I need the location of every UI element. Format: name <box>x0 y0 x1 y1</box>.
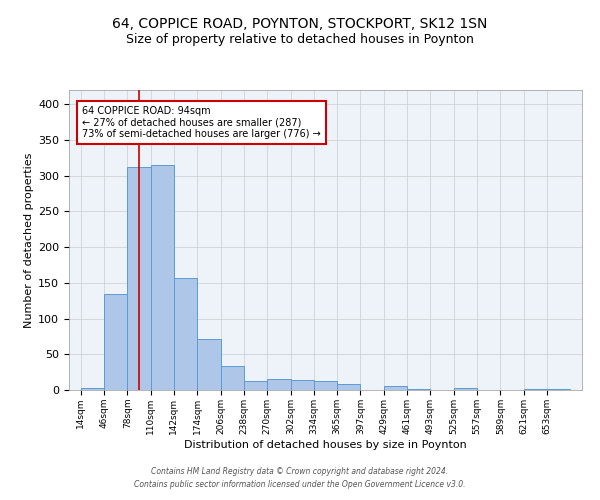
Bar <box>547 388 571 390</box>
Bar <box>151 165 174 390</box>
Bar <box>454 388 477 390</box>
Bar <box>221 366 244 390</box>
Bar <box>384 386 407 390</box>
X-axis label: Distribution of detached houses by size in Poynton: Distribution of detached houses by size … <box>184 440 467 450</box>
Bar <box>244 382 267 390</box>
Bar <box>407 388 430 390</box>
Y-axis label: Number of detached properties: Number of detached properties <box>24 152 34 328</box>
Bar <box>337 384 361 390</box>
Bar <box>524 388 547 390</box>
Bar <box>174 278 197 390</box>
Text: 64 COPPICE ROAD: 94sqm
← 27% of detached houses are smaller (287)
73% of semi-de: 64 COPPICE ROAD: 94sqm ← 27% of detached… <box>82 106 321 139</box>
Bar <box>127 167 151 390</box>
Bar <box>314 382 337 390</box>
Text: Size of property relative to detached houses in Poynton: Size of property relative to detached ho… <box>126 32 474 46</box>
Bar <box>290 380 314 390</box>
Bar <box>104 294 127 390</box>
Bar <box>80 388 104 390</box>
Text: Contains public sector information licensed under the Open Government Licence v3: Contains public sector information licen… <box>134 480 466 489</box>
Text: Contains HM Land Registry data © Crown copyright and database right 2024.: Contains HM Land Registry data © Crown c… <box>151 467 449 476</box>
Bar <box>197 338 221 390</box>
Text: 64, COPPICE ROAD, POYNTON, STOCKPORT, SK12 1SN: 64, COPPICE ROAD, POYNTON, STOCKPORT, SK… <box>112 18 488 32</box>
Bar <box>267 380 290 390</box>
